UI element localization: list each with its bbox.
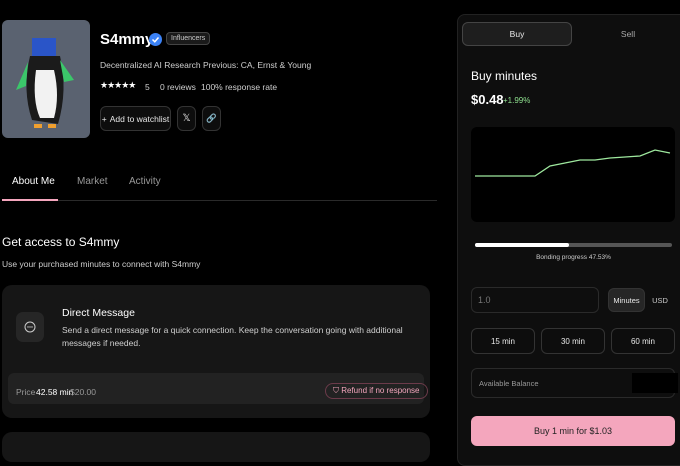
- tab[interactable]: Activity: [129, 176, 161, 187]
- balance-label: Available Balance: [479, 379, 539, 388]
- price-change: +1.99%: [503, 96, 531, 105]
- unit-usd[interactable]: USD: [652, 295, 668, 305]
- trade-title: Buy minutes: [471, 69, 538, 83]
- tab-divider: [58, 200, 437, 201]
- access-title: Get access to S4mmy: [2, 235, 120, 249]
- buy-button[interactable]: Buy 1 min for $1.03: [471, 416, 675, 446]
- progress-bar: [475, 243, 569, 247]
- amount-input[interactable]: 1.0: [471, 287, 599, 313]
- service-card-2: [2, 432, 430, 462]
- preset-button[interactable]: 30 min: [541, 328, 605, 354]
- price-chart: [471, 127, 675, 222]
- buy-tab[interactable]: Buy: [462, 22, 572, 46]
- balance-value: [632, 373, 678, 393]
- avatar: [2, 20, 90, 138]
- x-button[interactable]: 𝕏: [177, 106, 196, 131]
- service-minutes: 42.58 min: [36, 387, 74, 397]
- profile-name: S4mmy: [100, 31, 154, 48]
- tab[interactable]: Market: [77, 176, 108, 187]
- progress-label: Bonding progress 47.53%: [536, 254, 611, 261]
- service-price: $20.00: [70, 387, 96, 397]
- trade-price: $0.48: [471, 92, 504, 107]
- progress-track: [475, 243, 672, 247]
- message-icon: [16, 312, 44, 342]
- tab[interactable]: About Me: [12, 176, 55, 187]
- service-description: Send a direct message for a quick connec…: [62, 325, 403, 348]
- preset-button[interactable]: 60 min: [611, 328, 675, 354]
- tab-underline: [2, 199, 58, 201]
- link-button[interactable]: 🔗: [202, 106, 221, 131]
- rating: 5: [145, 82, 150, 92]
- guarantee-text: Refund if no response: [341, 386, 420, 395]
- bio: Decentralized AI Research Previous: CA, …: [100, 60, 312, 70]
- page: S4mmy Influencers Decentralized AI Resea…: [2, 14, 680, 466]
- preset-button[interactable]: 15 min: [471, 328, 535, 354]
- response-rate: 100% response rate: [201, 82, 278, 92]
- sell-tab[interactable]: Sell: [620, 29, 636, 39]
- guarantee: ⛉ Refund if no response: [325, 383, 428, 399]
- price-line: [475, 149, 671, 177]
- access-subtitle: Use your purchased minutes to connect wi…: [2, 259, 201, 269]
- watchlist-label: Add to watchlist: [109, 113, 170, 124]
- service-title: Direct Message: [62, 307, 135, 319]
- reviews: 0 reviews: [160, 82, 196, 92]
- watchlist-button[interactable]: + Add to watchlist: [100, 106, 171, 131]
- unit-minutes[interactable]: Minutes: [608, 288, 645, 312]
- price-label: Price: [16, 387, 36, 397]
- stars: ★★★★★: [100, 80, 136, 90]
- tag: Influencers: [166, 32, 211, 45]
- verified-badge: [149, 33, 162, 46]
